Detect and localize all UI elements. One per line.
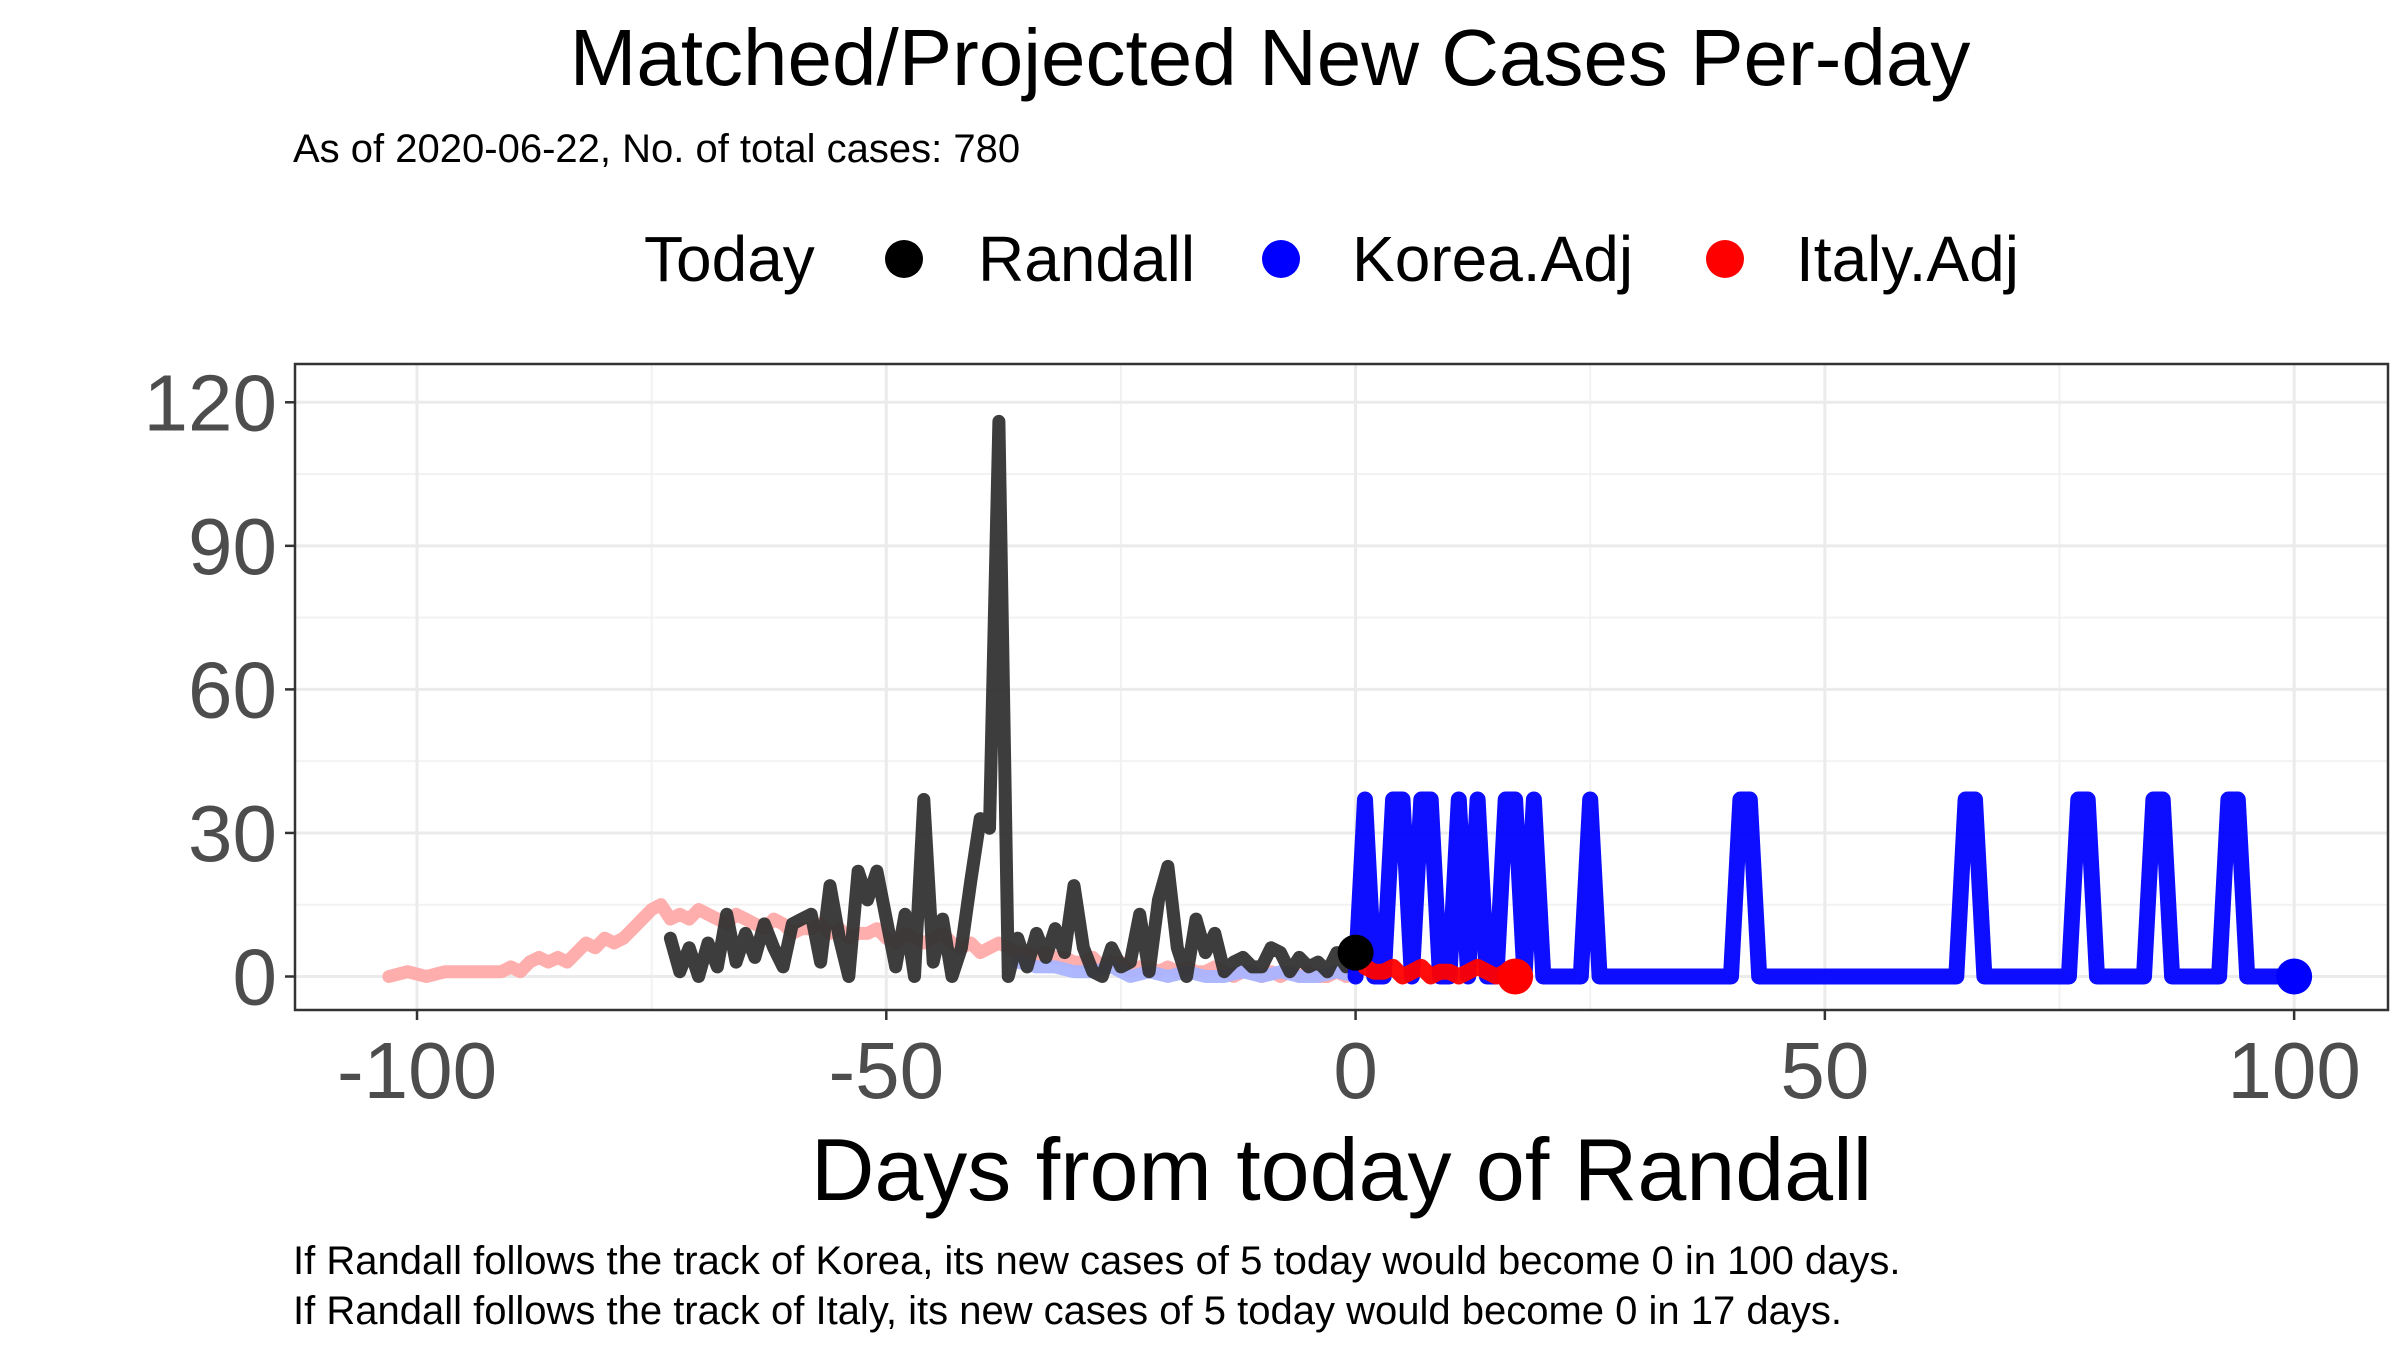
x-tick-label: -100	[337, 1026, 497, 1115]
series-line-korea-adj-projected	[1347, 791, 2303, 985]
x-tick-label: -50	[828, 1026, 944, 1115]
caption-korea: If Randall follows the track of Korea, i…	[293, 1239, 1901, 1283]
series-layer	[382, 414, 2313, 995]
legend-label-randall: Randall	[978, 223, 1196, 295]
x-axis-title: Days from today of Randall	[811, 1120, 1872, 1219]
legend-dot-italy	[1706, 240, 1744, 278]
legend: Today Randall Korea.Adj Italy.Adj	[0, 214, 2400, 304]
x-axis: -100 -50 0 50 100	[337, 1010, 2361, 1115]
legend-label-italy: Italy.Adj	[1796, 223, 2019, 295]
today-point-randall	[1337, 934, 1374, 971]
endpoint-korea-adj	[2276, 958, 2313, 995]
series-line-italy-adj-projected	[1347, 944, 1524, 985]
y-tick-label: 0	[233, 933, 278, 1022]
series-line-randall-past	[663, 414, 1363, 983]
legend-dot-korea	[1262, 240, 1300, 278]
plot-panel	[295, 364, 2388, 1010]
x-tick-label: 0	[1333, 1026, 1378, 1115]
legend-label-korea: Korea.Adj	[1352, 223, 1634, 295]
chart-title: Matched/Projected New Cases Per-day	[569, 13, 1971, 102]
y-tick-label: 60	[188, 645, 277, 734]
grid	[295, 364, 2388, 1010]
x-tick-label: 100	[2227, 1026, 2360, 1115]
legend-dot-randall	[885, 240, 923, 278]
y-tick-label: 90	[188, 502, 277, 591]
y-tick-label: 120	[144, 358, 277, 447]
chart-subtitle: As of 2020-06-22, No. of total cases: 78…	[293, 127, 1021, 171]
y-tick-label: 30	[188, 789, 277, 878]
x-tick-label: 50	[1780, 1026, 1869, 1115]
y-axis: 0 30 60 90 120	[144, 358, 295, 1022]
caption-italy: If Randall follows the track of Italy, i…	[293, 1289, 1842, 1333]
legend-title: Today	[644, 223, 815, 295]
panel-border	[293, 362, 2390, 1012]
endpoint-italy-adj	[1497, 958, 1534, 995]
